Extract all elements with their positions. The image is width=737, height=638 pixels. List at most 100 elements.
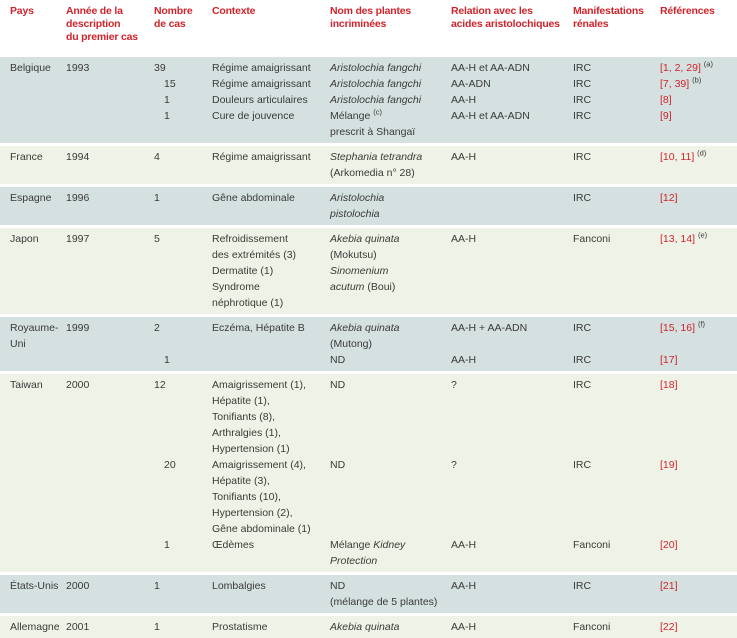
plant-latin-name: Aristolochia fangchi [330, 94, 421, 106]
context: Eczéma, Hépatite B [212, 316, 330, 353]
context: Amaigrissement (4), Hépatite (3), Tonifi… [212, 457, 330, 537]
renal-manifestation: IRC [573, 186, 660, 227]
aa-relation: AA-H [451, 615, 573, 638]
renal-manifestation: IRC [573, 352, 660, 373]
reference-citation: [8] [660, 94, 672, 106]
incriminated-plants: Aristolochia fangchi [330, 76, 451, 92]
renal-manifestation: IRC [573, 373, 660, 458]
reference-cell: [20] [660, 537, 737, 574]
incriminated-plants: Akebia quinata (Mutong) [330, 316, 451, 353]
plant-text: (Arkomedia n° 28) [330, 167, 415, 179]
case-count: 39 [154, 56, 212, 77]
reference-cell: [17] [660, 352, 737, 373]
context: Amaigrissement (1), Hépatite (1), Tonifi… [212, 373, 330, 458]
aa-relation: AA-H et AA-ADN [451, 108, 573, 145]
reference-cell: [18] [660, 373, 737, 458]
plant-latin-name: Akebia quinata [330, 322, 399, 334]
case-count: 20 [154, 457, 212, 537]
incriminated-plants: Aristolochia fangchi [330, 56, 451, 77]
footnote-marker: (b) [692, 76, 701, 85]
context: Lombalgies [212, 574, 330, 615]
aa-relation: AA-H [451, 352, 573, 373]
case-count: 1 [154, 186, 212, 227]
reference-citation: [21] [660, 580, 678, 592]
incriminated-plants: Aristolochia pistolochia [330, 186, 451, 227]
plant-latin-name: Aristolochia fangchi [330, 78, 421, 90]
renal-manifestation: IRC [573, 92, 660, 108]
renal-manifestation: Fanconi [573, 615, 660, 638]
incriminated-plants: ND [330, 352, 451, 373]
plant-latin-name: Stephania tetrandra [330, 151, 422, 163]
renal-manifestation: IRC [573, 76, 660, 92]
renal-manifestation: IRC [573, 56, 660, 77]
aa-relation: AA-H [451, 537, 573, 574]
context: Régime amaigrissant [212, 56, 330, 77]
aa-relation: AA-H [451, 92, 573, 108]
renal-manifestation: IRC [573, 316, 660, 353]
case-count: 1 [154, 108, 212, 145]
first-case-year: 2000 [66, 574, 154, 615]
first-case-year: 1996 [66, 186, 154, 227]
first-case-year: 1999 [66, 316, 154, 373]
plant-text: prescrit à Shangaï [330, 126, 415, 138]
case-count: 1 [154, 615, 212, 638]
incriminated-plants: Mélange Kidney Protection [330, 537, 451, 574]
aa-relation: AA-H [451, 574, 573, 615]
case-count: 5 [154, 227, 212, 316]
aa-relation: ? [451, 373, 573, 458]
renal-manifestation: Fanconi [573, 227, 660, 316]
plant-text: (Boui) [364, 281, 395, 293]
reference-cell: [19] [660, 457, 737, 537]
col-header-annee: Année de la description du premier cas [66, 0, 154, 56]
incriminated-plants: Aristolochia fangchi [330, 92, 451, 108]
plant-text: ND [330, 459, 345, 471]
first-case-year: 1993 [66, 56, 154, 145]
reference-cell: [12] [660, 186, 737, 227]
plant-text: ND [330, 354, 345, 366]
incriminated-plants: ND (mélange de 5 plantes) [330, 574, 451, 615]
col-header-plantes: Nom des plantes incriminées [330, 0, 451, 56]
reference-cell: [21] [660, 574, 737, 615]
first-case-year: 2000 [66, 373, 154, 574]
reference-citation: [10, 11] [660, 151, 694, 163]
incriminated-plants: ND [330, 457, 451, 537]
reference-cell: [7, 39] (b) [660, 76, 737, 92]
plant-text: ND (mélange de 5 plantes) [330, 580, 437, 608]
reference-citation: [13, 14] [660, 233, 695, 245]
footnote-marker: (e) [698, 231, 707, 240]
case-count: 1 [154, 537, 212, 574]
reference-cell: [1, 2, 29] (a) [660, 56, 737, 77]
aa-relation [451, 186, 573, 227]
footnote-marker: (c) [373, 108, 382, 117]
country-name: Japon [0, 227, 66, 316]
reference-cell: [13, 14] (e) [660, 227, 737, 316]
renal-manifestation: IRC [573, 145, 660, 186]
country-name: Belgique [0, 56, 66, 145]
col-header-pays: Pays [0, 0, 66, 56]
aa-relation: AA-H + AA-ADN [451, 316, 573, 353]
plant-latin-name: Aristolochia pistolochia [330, 192, 384, 220]
table-header: Pays Année de la description du premier … [0, 0, 737, 56]
reference-cell: [15, 16] (f) [660, 316, 737, 353]
incriminated-plants: Akebia quinata (Mokutsu) Sinomenium acut… [330, 227, 451, 316]
renal-manifestation: IRC [573, 108, 660, 145]
col-header-references: Références [660, 0, 737, 56]
reference-citation: [19] [660, 459, 678, 471]
aa-relation: ? [451, 457, 573, 537]
reference-citation: [18] [660, 379, 678, 391]
reference-citation: [17] [660, 354, 678, 366]
reference-cell: [8] [660, 92, 737, 108]
first-case-year: 1997 [66, 227, 154, 316]
